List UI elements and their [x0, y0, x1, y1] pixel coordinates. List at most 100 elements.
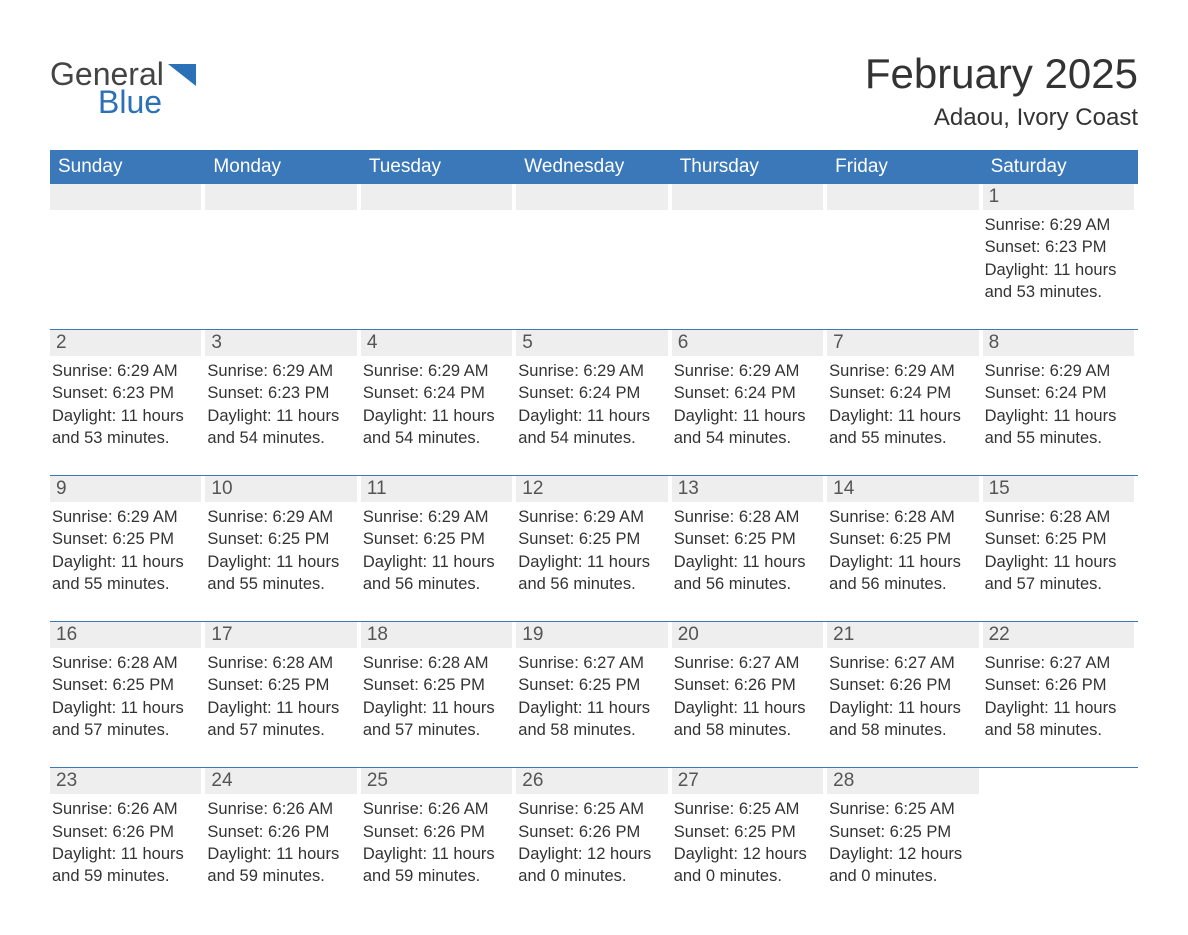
- calendar-day-cell: 28Sunrise: 6:25 AMSunset: 6:25 PMDayligh…: [827, 768, 982, 895]
- sunrise-line: Sunrise: 6:26 AM: [207, 798, 354, 820]
- calendar-day-cell: 18Sunrise: 6:28 AMSunset: 6:25 PMDayligh…: [361, 622, 516, 749]
- sunrise-line: Sunrise: 6:29 AM: [363, 360, 510, 382]
- daylight-line-1: Daylight: 11 hours: [363, 551, 510, 573]
- day-number-strip: 25: [361, 768, 512, 794]
- calendar-day-cell: 1Sunrise: 6:29 AMSunset: 6:23 PMDaylight…: [983, 184, 1138, 311]
- day-number-strip: 28: [827, 768, 978, 794]
- day-body: Sunrise: 6:29 AMSunset: 6:24 PMDaylight:…: [516, 360, 667, 449]
- day-body: Sunrise: 6:29 AMSunset: 6:23 PMDaylight:…: [50, 360, 201, 449]
- daylight-line-2: and 59 minutes.: [363, 865, 510, 887]
- daylight-line-1: Daylight: 11 hours: [363, 405, 510, 427]
- sunrise-line: Sunrise: 6:29 AM: [518, 360, 665, 382]
- sunset-line: Sunset: 6:25 PM: [674, 821, 821, 843]
- brand-logo: General Blue: [50, 50, 196, 118]
- day-body: Sunrise: 6:29 AMSunset: 6:25 PMDaylight:…: [205, 506, 356, 595]
- daylight-line-2: and 56 minutes.: [363, 573, 510, 595]
- daylight-line-1: Daylight: 11 hours: [829, 405, 976, 427]
- day-number-strip: 18: [361, 622, 512, 648]
- daylight-line-1: Daylight: 11 hours: [52, 405, 199, 427]
- day-number-strip: [672, 184, 823, 210]
- sunset-line: Sunset: 6:23 PM: [52, 382, 199, 404]
- sunrise-line: Sunrise: 6:27 AM: [518, 652, 665, 674]
- daylight-line-2: and 56 minutes.: [674, 573, 821, 595]
- calendar-day-cell: 14Sunrise: 6:28 AMSunset: 6:25 PMDayligh…: [827, 476, 982, 603]
- sunrise-line: Sunrise: 6:29 AM: [207, 360, 354, 382]
- calendar-day-cell: 6Sunrise: 6:29 AMSunset: 6:24 PMDaylight…: [672, 330, 827, 457]
- daylight-line-1: Daylight: 11 hours: [207, 405, 354, 427]
- daylight-line-2: and 55 minutes.: [52, 573, 199, 595]
- sunrise-line: Sunrise: 6:29 AM: [674, 360, 821, 382]
- daylight-line-1: Daylight: 11 hours: [207, 551, 354, 573]
- sunrise-line: Sunrise: 6:28 AM: [829, 506, 976, 528]
- day-body: Sunrise: 6:29 AMSunset: 6:23 PMDaylight:…: [205, 360, 356, 449]
- calendar-day-cell: 25Sunrise: 6:26 AMSunset: 6:26 PMDayligh…: [361, 768, 516, 895]
- weekday-header-cell: Wednesday: [516, 150, 671, 184]
- sunrise-line: Sunrise: 6:26 AM: [52, 798, 199, 820]
- sunrise-line: Sunrise: 6:28 AM: [985, 506, 1132, 528]
- calendar-grid: SundayMondayTuesdayWednesdayThursdayFrid…: [50, 150, 1138, 895]
- calendar-day-cell: 15Sunrise: 6:28 AMSunset: 6:25 PMDayligh…: [983, 476, 1138, 603]
- daylight-line-2: and 55 minutes.: [829, 427, 976, 449]
- header-row: General Blue February 2025 Adaou, Ivory …: [50, 50, 1138, 132]
- day-number-strip: 7: [827, 330, 978, 356]
- daylight-line-2: and 57 minutes.: [207, 719, 354, 741]
- day-number-strip: 5: [516, 330, 667, 356]
- sunrise-line: Sunrise: 6:25 AM: [829, 798, 976, 820]
- sunrise-line: Sunrise: 6:29 AM: [985, 360, 1132, 382]
- day-body: Sunrise: 6:29 AMSunset: 6:25 PMDaylight:…: [516, 506, 667, 595]
- calendar-day-cell: 17Sunrise: 6:28 AMSunset: 6:25 PMDayligh…: [205, 622, 360, 749]
- sunrise-line: Sunrise: 6:25 AM: [674, 798, 821, 820]
- day-body: Sunrise: 6:29 AMSunset: 6:24 PMDaylight:…: [827, 360, 978, 449]
- daylight-line-1: Daylight: 11 hours: [52, 697, 199, 719]
- daylight-line-2: and 57 minutes.: [985, 573, 1132, 595]
- day-number-strip: 24: [205, 768, 356, 794]
- calendar-week-row: 23Sunrise: 6:26 AMSunset: 6:26 PMDayligh…: [50, 767, 1138, 895]
- calendar-page: General Blue February 2025 Adaou, Ivory …: [0, 0, 1188, 935]
- sunrise-line: Sunrise: 6:28 AM: [363, 652, 510, 674]
- calendar-day-cell: [361, 184, 516, 311]
- day-body: Sunrise: 6:29 AMSunset: 6:24 PMDaylight:…: [361, 360, 512, 449]
- sunrise-line: Sunrise: 6:29 AM: [518, 506, 665, 528]
- daylight-line-1: Daylight: 11 hours: [674, 405, 821, 427]
- sunset-line: Sunset: 6:24 PM: [363, 382, 510, 404]
- sunset-line: Sunset: 6:25 PM: [52, 528, 199, 550]
- daylight-line-1: Daylight: 11 hours: [985, 551, 1132, 573]
- daylight-line-2: and 58 minutes.: [674, 719, 821, 741]
- sunrise-line: Sunrise: 6:28 AM: [674, 506, 821, 528]
- daylight-line-2: and 58 minutes.: [985, 719, 1132, 741]
- daylight-line-1: Daylight: 11 hours: [518, 551, 665, 573]
- daylight-line-2: and 57 minutes.: [52, 719, 199, 741]
- daylight-line-1: Daylight: 11 hours: [52, 551, 199, 573]
- daylight-line-1: Daylight: 11 hours: [363, 843, 510, 865]
- sunset-line: Sunset: 6:24 PM: [985, 382, 1132, 404]
- day-number-strip: 21: [827, 622, 978, 648]
- calendar-day-cell: 26Sunrise: 6:25 AMSunset: 6:26 PMDayligh…: [516, 768, 671, 895]
- brand-word2: Blue: [98, 86, 164, 118]
- sunrise-line: Sunrise: 6:29 AM: [52, 360, 199, 382]
- calendar-day-cell: [516, 184, 671, 311]
- calendar-day-cell: [50, 184, 205, 311]
- day-body: Sunrise: 6:26 AMSunset: 6:26 PMDaylight:…: [50, 798, 201, 887]
- daylight-line-1: Daylight: 12 hours: [518, 843, 665, 865]
- day-body: Sunrise: 6:26 AMSunset: 6:26 PMDaylight:…: [205, 798, 356, 887]
- day-number-strip: 26: [516, 768, 667, 794]
- day-body: Sunrise: 6:29 AMSunset: 6:23 PMDaylight:…: [983, 214, 1134, 303]
- sunrise-line: Sunrise: 6:29 AM: [207, 506, 354, 528]
- day-number-strip: 6: [672, 330, 823, 356]
- calendar-day-cell: 2Sunrise: 6:29 AMSunset: 6:23 PMDaylight…: [50, 330, 205, 457]
- calendar-day-cell: 11Sunrise: 6:29 AMSunset: 6:25 PMDayligh…: [361, 476, 516, 603]
- day-number-strip: [827, 184, 978, 210]
- daylight-line-2: and 56 minutes.: [518, 573, 665, 595]
- sunset-line: Sunset: 6:26 PM: [518, 821, 665, 843]
- calendar-day-cell: [827, 184, 982, 311]
- daylight-line-1: Daylight: 11 hours: [985, 697, 1132, 719]
- sunset-line: Sunset: 6:26 PM: [674, 674, 821, 696]
- day-number-strip: 9: [50, 476, 201, 502]
- calendar-day-cell: 22Sunrise: 6:27 AMSunset: 6:26 PMDayligh…: [983, 622, 1138, 749]
- calendar-week-row: 9Sunrise: 6:29 AMSunset: 6:25 PMDaylight…: [50, 475, 1138, 603]
- daylight-line-2: and 0 minutes.: [829, 865, 976, 887]
- day-number-strip: 19: [516, 622, 667, 648]
- brand-triangle-icon: [168, 64, 196, 86]
- sunrise-line: Sunrise: 6:27 AM: [829, 652, 976, 674]
- sunset-line: Sunset: 6:26 PM: [207, 821, 354, 843]
